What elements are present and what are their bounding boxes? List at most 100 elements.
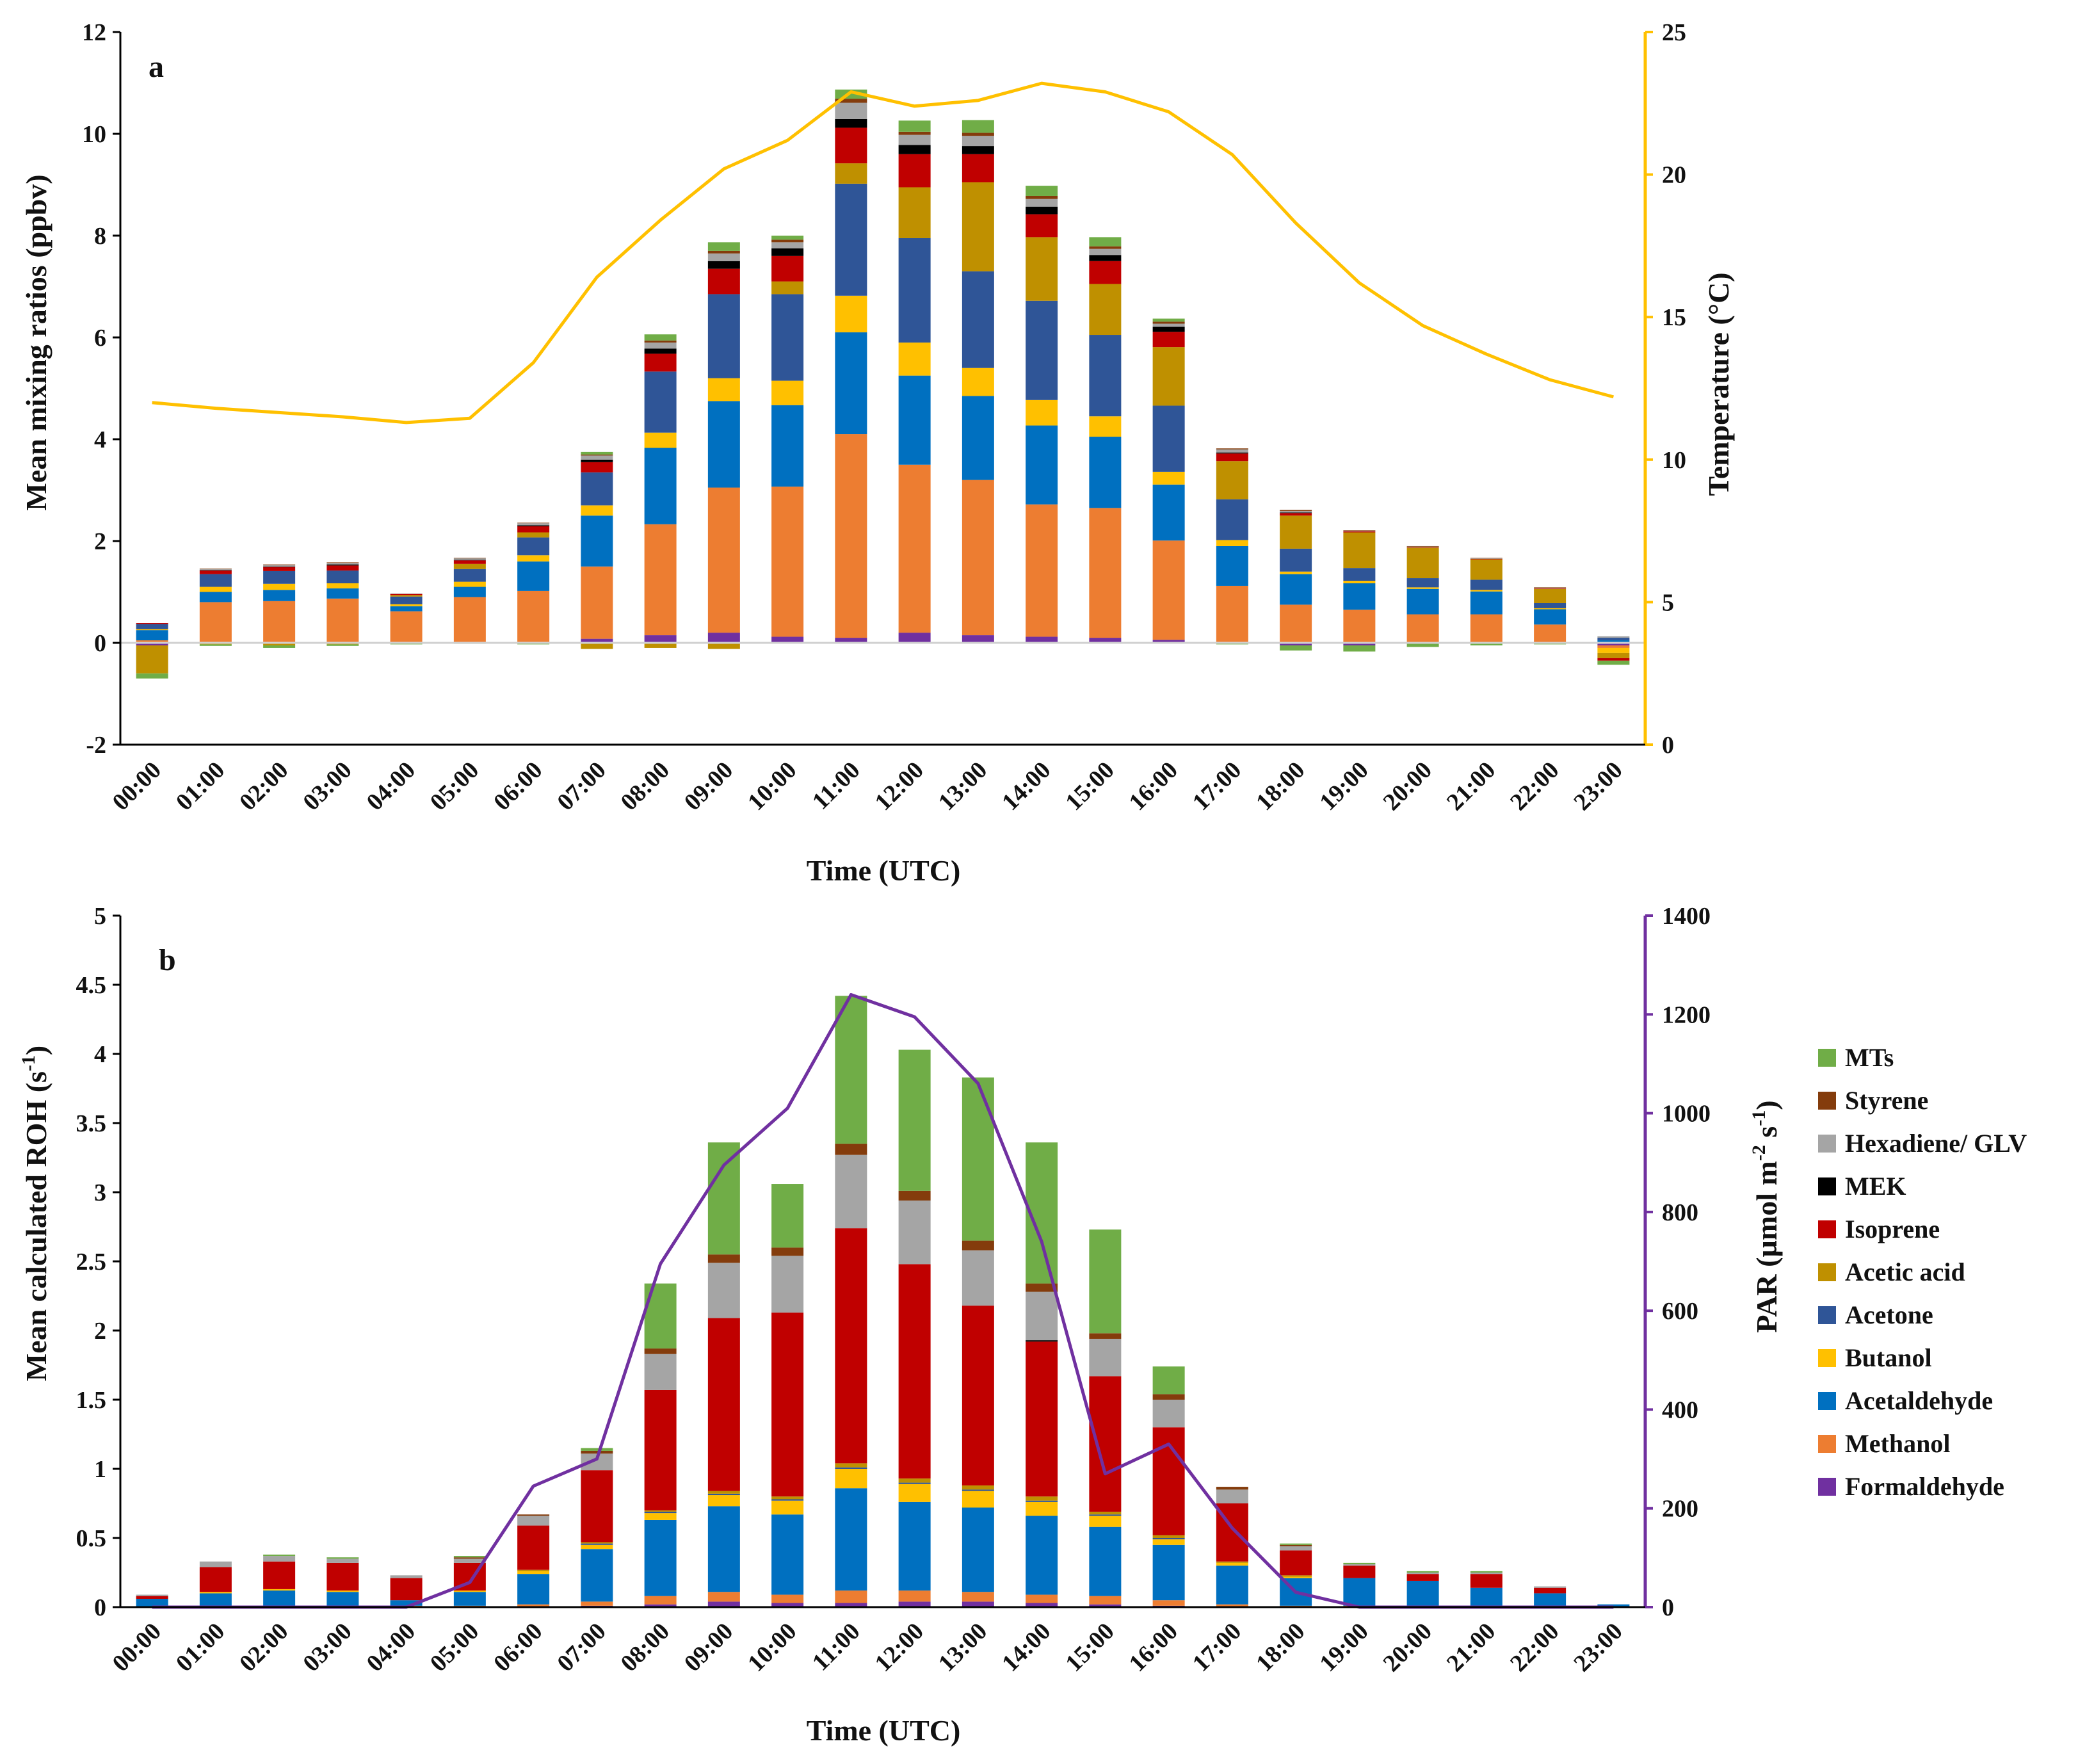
bar-hexadiene-glv-1900 [1343,1564,1376,1566]
bar-isoprene-0200 [263,1561,296,1589]
bar-acetone-1000 [771,294,804,381]
x-tick-label: 05:00 [425,1618,484,1677]
bar-hexadiene-glv-1300 [962,136,994,147]
bar-methanol-1000 [771,1594,804,1603]
legend-item-acetic-acid: Acetic acid [1818,1258,1965,1286]
bar-formaldehyde-0900 [707,1601,740,1607]
bar-acetic-acid-1200 [898,187,931,238]
bar-acetone-1800 [1280,548,1312,572]
legend-swatch [1818,1220,1836,1238]
bar-methanol-0000 [136,640,168,643]
bar-hexadiene-glv-1600 [1152,1400,1185,1428]
bar-mts-0900 [707,1142,740,1255]
bar-mts-1100 [835,996,867,1144]
legend-swatch [1818,1135,1836,1153]
legend-label: MEK [1845,1172,1906,1201]
legend-item-formaldehyde: Formaldehyde [1818,1472,2004,1501]
bar-isoprene-2200 [1534,588,1567,589]
bar-acetone-1100 [835,1467,867,1469]
bar-isoprene-0800 [644,353,677,372]
bar-acetaldehyde-1800 [1280,574,1312,605]
panel-a-letter: a [149,50,164,84]
y-tick-label: 1 [94,1456,106,1483]
bar-butanol-2300 [1597,647,1630,653]
bar-acetaldehyde-0400 [390,1600,423,1606]
bar-formaldehyde-1600 [1152,640,1185,643]
bar-formaldehyde-1800 [1280,643,1312,645]
bar-styrene-0700 [581,1450,613,1454]
bar-acetaldehyde-1000 [771,405,804,487]
bar-acetone-0900 [707,1493,740,1496]
bar-mts-2100 [1470,643,1502,645]
x-tick-label: 09:00 [679,757,738,816]
x-tick-label: 17:00 [1188,757,1246,816]
y2-tick-label: 10 [1662,447,1686,474]
bar-acetone-1900 [1343,568,1376,581]
bar-isoprene-0000 [136,1596,168,1599]
bar-styrene-0900 [707,1254,740,1263]
bar-hexadiene-glv-0500 [453,1558,486,1563]
bar-styrene-1400 [1026,1283,1058,1292]
bar-acetone-1700 [1216,499,1248,540]
bar-butanol-1800 [1280,1576,1312,1578]
bar-butanol-1700 [1216,540,1248,546]
bar-hexadiene-glv-0100 [199,1561,232,1567]
bar-acetone-1200 [898,238,931,343]
bar-methanol-1100 [835,434,867,638]
bar-methanol-1500 [1089,1596,1122,1605]
bar-hexadiene-glv-0000 [136,1594,168,1596]
bar-methanol-0200 [263,601,296,642]
bar-isoprene-1500 [1089,261,1122,284]
bar-acetic-acid-0800 [644,1510,677,1512]
bar-hexadiene-glv-0600 [517,1516,550,1526]
bar-butanol-1500 [1089,416,1122,437]
bar-formaldehyde-0800 [644,1604,677,1607]
bar-isoprene-0900 [707,268,740,295]
x-tick-label: 16:00 [1124,1618,1183,1677]
bar-butanol-1600 [1152,471,1185,485]
bar-isoprene-1900 [1343,1566,1376,1578]
bar-acetic-acid-2100 [1470,559,1502,580]
legend-label: Formaldehyde [1845,1472,2004,1501]
legend-item-hexadiene-glv: Hexadiene/ GLV [1818,1129,2027,1158]
x-tick-label: 17:00 [1188,1618,1246,1677]
bar-mts-0000 [136,673,168,679]
bar-hexadiene-glv-1100 [835,102,867,119]
bar-formaldehyde-2300 [1597,643,1630,645]
panel-b-letter: b [159,943,176,977]
bar-butanol-0900 [707,1495,740,1507]
bar-acetic-acid-0500 [453,563,486,569]
bar-acetone-0900 [707,294,740,378]
bar-mts-0900 [707,242,740,251]
bar-acetic-acid-1700 [1216,461,1248,499]
bar-isoprene-1800 [1280,1550,1312,1576]
bar-formaldehyde-0800 [644,635,677,643]
bar-hexadiene-glv-1800 [1280,511,1312,513]
x-tick-label: 08:00 [616,1618,675,1677]
bar-butanol-1100 [835,295,867,333]
bar-acetone-1600 [1152,1538,1185,1540]
x-tick-label: 21:00 [1442,1618,1501,1677]
bar-acetic-acid-0700 [581,643,613,649]
bar-mek-0600 [517,525,550,526]
bar-acetaldehyde-0600 [517,1574,550,1605]
bar-mek-1100 [835,118,867,128]
x-tick-label: 10:00 [743,1618,801,1677]
y-tick-label: 4.5 [76,972,107,999]
legend-swatch [1818,1392,1836,1410]
bar-hexadiene-glv-0800 [644,342,677,349]
legend-swatch [1818,1263,1836,1281]
bar-acetaldehyde-1100 [835,332,867,435]
bar-acetaldehyde-1700 [1216,546,1248,586]
bar-hexadiene-glv-1700 [1216,1489,1248,1503]
bar-acetic-acid-0000 [136,645,168,674]
bar-isoprene-1300 [962,1306,994,1485]
bar-acetone-1600 [1152,405,1185,472]
x-tick-label: 00:00 [108,1618,166,1677]
bar-hexadiene-glv-0100 [199,569,232,570]
bar-isoprene-2100 [1470,1574,1502,1588]
bar-acetone-1300 [962,1489,994,1491]
panel-a-xlabel: Time (UTC) [807,854,961,887]
bar-methanol-1800 [1280,604,1312,643]
bar-mek-0700 [581,459,613,462]
